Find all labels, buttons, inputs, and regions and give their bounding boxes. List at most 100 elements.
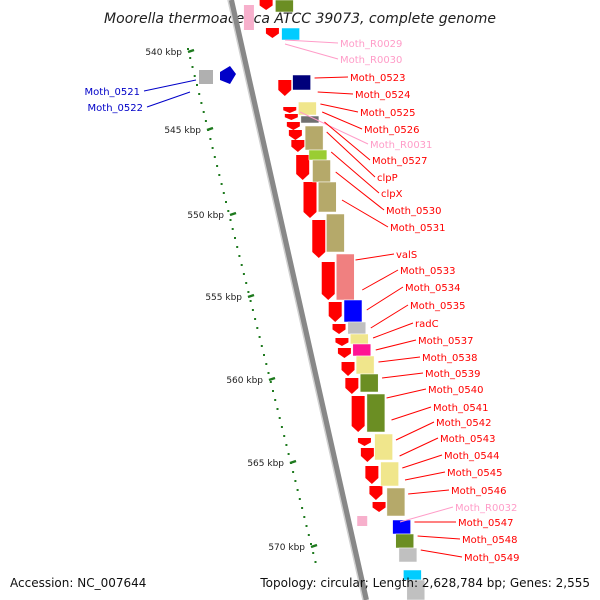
gene-label: Moth_0524 <box>355 90 410 101</box>
scale-minor-tick <box>256 327 259 329</box>
cog-category-block <box>275 0 294 13</box>
scale-minor-tick <box>260 345 263 347</box>
scale-minor-tick <box>222 192 225 194</box>
scale-minor-tick <box>301 507 304 509</box>
leader-line <box>317 91 354 95</box>
gene-label: Moth_0526 <box>364 125 419 136</box>
scale-minor-tick <box>298 498 301 500</box>
scale-minor-tick <box>189 57 192 59</box>
cds-arrow <box>284 114 298 120</box>
gene-label: Moth_0533 <box>400 266 455 277</box>
scale-minor-tick <box>242 273 245 275</box>
scale-minor-tick <box>251 309 254 311</box>
scale-minor-tick <box>294 480 297 482</box>
scale-minor-tick <box>211 147 214 149</box>
scale-minor-tick <box>218 174 221 176</box>
leader-line <box>417 535 461 540</box>
cog-category-block <box>392 519 411 535</box>
map-title: Moorella thermoacetica ATCC 39073, compl… <box>104 11 496 27</box>
cog-category-block <box>308 149 328 161</box>
leader-line <box>408 489 450 495</box>
gene-label: Moth_R0032 <box>455 503 517 514</box>
rna-gene <box>357 516 368 526</box>
scale-minor-tick <box>267 372 270 374</box>
gene-label: Moth_0545 <box>447 468 502 479</box>
cog-category-block <box>326 213 345 253</box>
gene-label: Moth_0534 <box>405 283 460 294</box>
gene-label: Moth_0523 <box>350 73 405 84</box>
gene-label: valS <box>396 250 417 261</box>
cog-category-block <box>312 159 331 183</box>
gene-label: Moth_0538 <box>422 353 477 364</box>
scale-minor-tick <box>263 354 265 356</box>
genome-summary-text: Topology: circular; Length: 2,628,784 bp… <box>259 576 590 590</box>
gene-label: Moth_0548 <box>462 535 517 546</box>
gene-label: Moth_0543 <box>440 434 495 445</box>
cog-category-block <box>336 253 355 301</box>
leader-line <box>314 76 349 79</box>
minus-strand-gene <box>199 70 213 84</box>
scale-minor-tick <box>216 165 219 167</box>
scale-minor-tick <box>198 93 201 95</box>
leader-line <box>143 79 197 92</box>
gene-label: Moth_0540 <box>428 385 483 396</box>
cds-arrow <box>369 486 383 500</box>
genome-backbone <box>228 0 369 600</box>
scale-minor-tick <box>204 120 207 122</box>
cds-arrow <box>328 302 342 322</box>
scale-label: 560 kbp <box>226 376 263 386</box>
scale-major-tick <box>268 376 276 382</box>
cog-category-block <box>406 579 426 600</box>
leader-line <box>399 506 454 523</box>
gene-label: clpP <box>377 173 398 184</box>
scale-major-tick <box>247 293 255 299</box>
cds-arrow <box>296 155 310 180</box>
scale-minor-tick <box>247 291 250 293</box>
cog-category-block <box>304 125 324 151</box>
scale-minor-tick <box>303 516 306 518</box>
cds-arrow <box>303 182 317 218</box>
gene-label: clpX <box>381 189 403 200</box>
leader-line <box>322 111 363 130</box>
leader-line <box>404 471 446 481</box>
scale-minor-tick <box>269 381 272 383</box>
scale-label: 565 kbp <box>247 459 284 469</box>
leader-line <box>381 372 424 379</box>
cds-arrow <box>341 362 355 376</box>
leader-line <box>378 356 421 363</box>
scale-major-tick <box>229 211 237 217</box>
leader-line <box>284 43 339 60</box>
leader-line <box>299 111 369 145</box>
cog-category-block <box>292 74 311 91</box>
scale-major-tick <box>206 126 214 132</box>
leader-line <box>391 406 432 421</box>
gene-label: Moth_0527 <box>372 156 427 167</box>
scale-minor-tick <box>305 525 308 527</box>
leader-line <box>355 253 395 261</box>
gene-label: Moth_R0031 <box>370 140 432 151</box>
scale-minor-tick <box>258 336 261 338</box>
gene-label: Moth_0539 <box>425 369 480 380</box>
cds-arrow <box>286 122 300 130</box>
scale-major-tick <box>289 459 297 465</box>
cog-category-block <box>350 333 369 345</box>
scale-minor-tick <box>245 282 248 284</box>
scale-label: 570 kbp <box>268 543 305 553</box>
feature-track <box>199 0 426 600</box>
scale-major-tick <box>187 48 195 54</box>
scale-minor-tick <box>249 300 252 302</box>
leader-line <box>366 286 404 311</box>
scale-minor-tick <box>276 408 279 410</box>
leader-line <box>420 549 463 558</box>
scale-minor-tick <box>227 210 230 212</box>
cog-category-block <box>355 355 375 375</box>
scale-minor-tick <box>200 102 203 104</box>
cds-arrow <box>312 220 326 258</box>
gene-label: Moth_0530 <box>386 206 441 217</box>
scale-minor-tick <box>287 453 290 455</box>
scale-label: 540 kbp <box>145 48 182 58</box>
leader-line <box>402 454 443 469</box>
scale-minor-tick <box>225 201 227 203</box>
cds-arrow <box>332 324 346 334</box>
